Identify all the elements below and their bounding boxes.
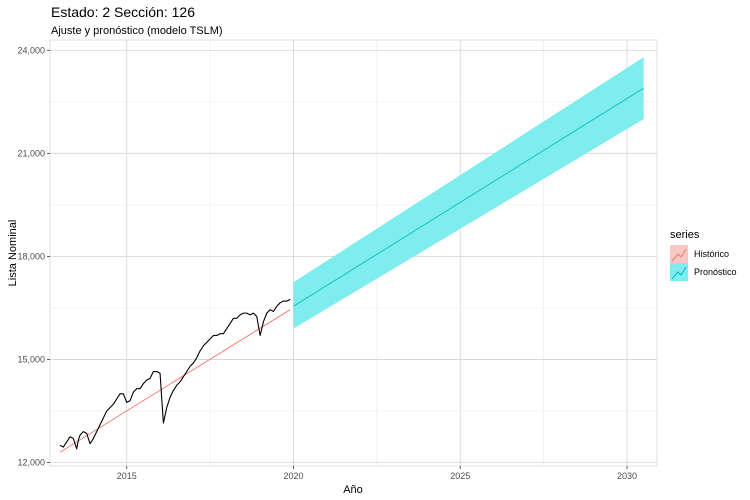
legend-label-historico: Histórico: [694, 249, 729, 259]
series-lines-layer: [59, 87, 644, 453]
grid-lines: [50, 40, 657, 466]
forecast-interval-band: [293, 57, 644, 329]
chart-subtitle: Ajuste y pronóstico (modelo TSLM): [51, 25, 223, 37]
x-axis-ticks: 2015 2020 2025 2030: [117, 466, 637, 481]
legend-line-pronostico: [671, 266, 687, 280]
x-tick-label-1: 2020: [283, 471, 303, 481]
legend-entry-pronostico: Pronóstico: [670, 263, 737, 281]
legend: series Histórico Pronóstico: [670, 229, 737, 281]
forecast-band-layer: [293, 57, 644, 329]
plot-panel: [49, 39, 658, 467]
observed-series-line: [59, 298, 291, 450]
y-tick-label-4: 24,000: [17, 45, 45, 55]
y-tick-label-3: 21,000: [17, 148, 45, 158]
chart-title: Estado: 2 Sección: 126: [51, 4, 195, 20]
legend-title: series: [670, 229, 700, 241]
y-tick-label-2: 18,000: [17, 251, 45, 261]
x-tick-label-0: 2015: [117, 471, 137, 481]
legend-label-pronostico: Pronóstico: [694, 267, 737, 277]
y-axis-title: Lista Nominal: [7, 220, 19, 287]
forecast-line-pronostico: [293, 87, 644, 307]
y-tick-label-0: 12,000: [17, 458, 45, 468]
y-tick-label-1: 15,000: [17, 355, 45, 365]
x-tick-label-2: 2025: [450, 471, 470, 481]
legend-line-historico: [671, 248, 687, 262]
x-tick-label-3: 2030: [617, 471, 637, 481]
legend-entry-historico: Histórico: [670, 245, 729, 263]
x-axis-title: Año: [343, 484, 363, 496]
y-axis-ticks: 12,000 15,000 18,000 21,000 24,000: [17, 45, 50, 468]
